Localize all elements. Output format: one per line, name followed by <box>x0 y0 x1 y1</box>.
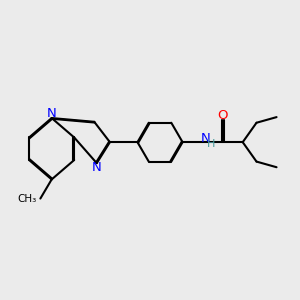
Text: N: N <box>47 107 56 120</box>
Text: N: N <box>200 132 210 145</box>
Text: CH₃: CH₃ <box>17 194 37 204</box>
Text: N: N <box>92 161 102 174</box>
Text: H: H <box>207 139 216 149</box>
Text: O: O <box>218 109 228 122</box>
